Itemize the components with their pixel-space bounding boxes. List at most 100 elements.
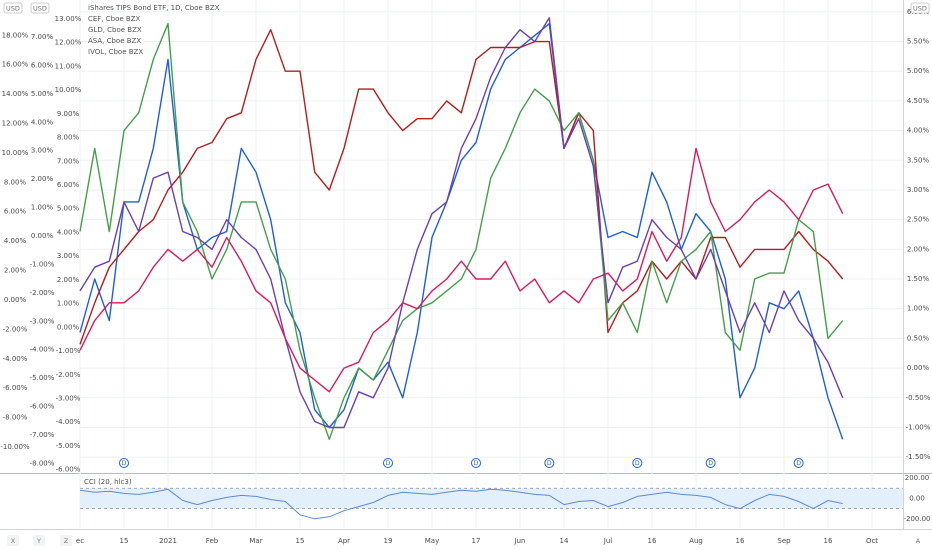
y-tick-label: 4.00% [907,127,930,135]
left-y-tick-label: 3.00% [57,252,80,260]
left-y-tick-label: -3.00% [56,394,81,402]
currency-badge[interactable]: USD [913,5,927,13]
left-y-tick-label: 12.00% [55,39,82,47]
event-label: D [474,460,479,467]
left-y-tick-label: 2.00% [57,276,80,284]
left-y-tick-label: 4.00% [4,237,27,245]
x-tick-label: 16 [736,537,745,545]
y-tick-label: 2.50% [907,216,930,224]
left-y-tick-label: -2.00% [3,325,28,333]
x-tick-label: Mar [249,537,262,545]
legend: iShares TIPS Bond ETF, 1D, Cboe BZX CEF, … [88,4,220,56]
event-label: D [122,460,127,467]
x-tick-label: 17 [472,537,481,545]
toolbar-button[interactable]: Y [36,537,41,545]
line-series [79,147,844,393]
legend-entry: IVOL, Cboe BZX [88,48,143,56]
y-tick-label: 4.50% [907,97,930,105]
y-tick-label: 3.50% [907,156,930,164]
cci-title: CCI (20, hlc3) [84,478,132,486]
y-tick-label: 5.00% [907,67,930,75]
currency-badge[interactable]: USD [6,5,20,13]
left-y-tick-label: 12.00% [2,120,29,128]
left-y-tick-label: 2.00% [4,267,27,275]
left-y-tick-label: 13.00% [55,15,82,23]
x-tick-label: May [425,537,439,545]
left-y-tick-label: -2.00% [56,371,81,379]
left-y-tick-label: -4.00% [3,355,28,363]
left-y-tick-label: -8.00% [3,414,28,422]
line-series [79,23,844,440]
cci-pane: 200.00 0.00 -200.00 CCI (20, hlc3) [79,474,931,523]
line-series [79,488,843,520]
y-tick-label: 5.50% [907,38,930,46]
series [79,17,844,440]
left-y-tick-label: -1.00% [56,347,81,355]
left-y-tick-label: 8.00% [4,178,27,186]
y-tick-label: 0.50% [907,334,930,342]
left-y-tick-label: 5.00% [31,90,54,98]
left-y-tick-label: 7.00% [57,157,80,165]
y-tick-label: 1.50% [907,275,930,283]
badge-box [3,2,23,14]
event-marker [471,458,481,468]
event-label: D [386,460,391,467]
left-y-tick-label: -6.00% [30,403,55,411]
event-marker [383,458,393,468]
left-y-tick-label: -2.00% [30,289,55,297]
x-tick-label: Jun [514,537,526,545]
event-marker [632,458,643,468]
x-tick-label: 14 [560,537,569,545]
left-y-tick-label: 16.00% [2,61,29,69]
event-label: D [635,460,640,467]
line-series [79,17,844,429]
line-series [79,29,844,345]
event-marker [793,458,804,468]
cci-tick-label: -200.00 [903,515,930,523]
cci-band [80,488,903,509]
badge-box [30,2,50,14]
bottom-toolbar: X Y Z A [7,535,921,546]
y-tick-label: -1.50% [906,453,931,461]
left-y-tick-label: 6.00% [57,181,80,189]
left-y-tick-label: -5.00% [30,374,55,382]
badge-box [910,2,930,14]
left-y-tick-label: -7.00% [30,431,55,439]
event-label: D [708,460,713,467]
currency-badge[interactable]: USD [33,5,47,13]
left-y-tick-label: 3.00% [31,147,54,155]
left-y-tick-label: 2.00% [31,175,54,183]
left-y-tick-label: -4.00% [30,346,55,354]
axes: 6.00% 5.50% 5.00% 4.50% 4.00% 3.50% 3.00% 2.50%… [0,8,930,545]
legend-title: iShares TIPS Bond ETF, 1D, Cboe BZX [88,4,220,12]
left-y-tick-label: 0.00% [4,296,27,304]
auto-scale-button[interactable]: A [916,537,921,545]
left-y-tick-label: 5.00% [57,205,80,213]
left-y-tick-label: 6.00% [4,208,27,216]
x-tick-label: 15 [296,537,305,545]
y-tick-label: 2.00% [907,245,930,253]
x-tick-label: Sep [777,537,791,545]
x-tick-label: ec [76,537,84,545]
left-y-tick-label: 1.00% [57,300,80,308]
x-tick-label: Feb [206,537,219,545]
left-y-tick-label: 7.00% [31,33,54,41]
button-box [60,535,72,546]
button-box [7,535,19,546]
x-tick-label: 16 [648,537,657,545]
y-tick-label: 3.00% [907,186,930,194]
toolbar-button[interactable]: Z [64,537,69,545]
x-tick-label: 19 [384,537,393,545]
x-tick-label: Oct [866,537,878,545]
x-tick-label: Apr [338,537,350,545]
cci-tick-label: 0.00 [909,494,925,502]
legend-entry: ASA, Cboe BZX [88,37,141,45]
left-y-tick-label: -4.00% [56,418,81,426]
left-y-tick-label: 9.00% [57,110,80,118]
y-tick-label: 1.00% [907,305,930,313]
toolbar-button[interactable]: X [11,537,16,545]
y-tick-label: -0.50% [906,394,931,402]
